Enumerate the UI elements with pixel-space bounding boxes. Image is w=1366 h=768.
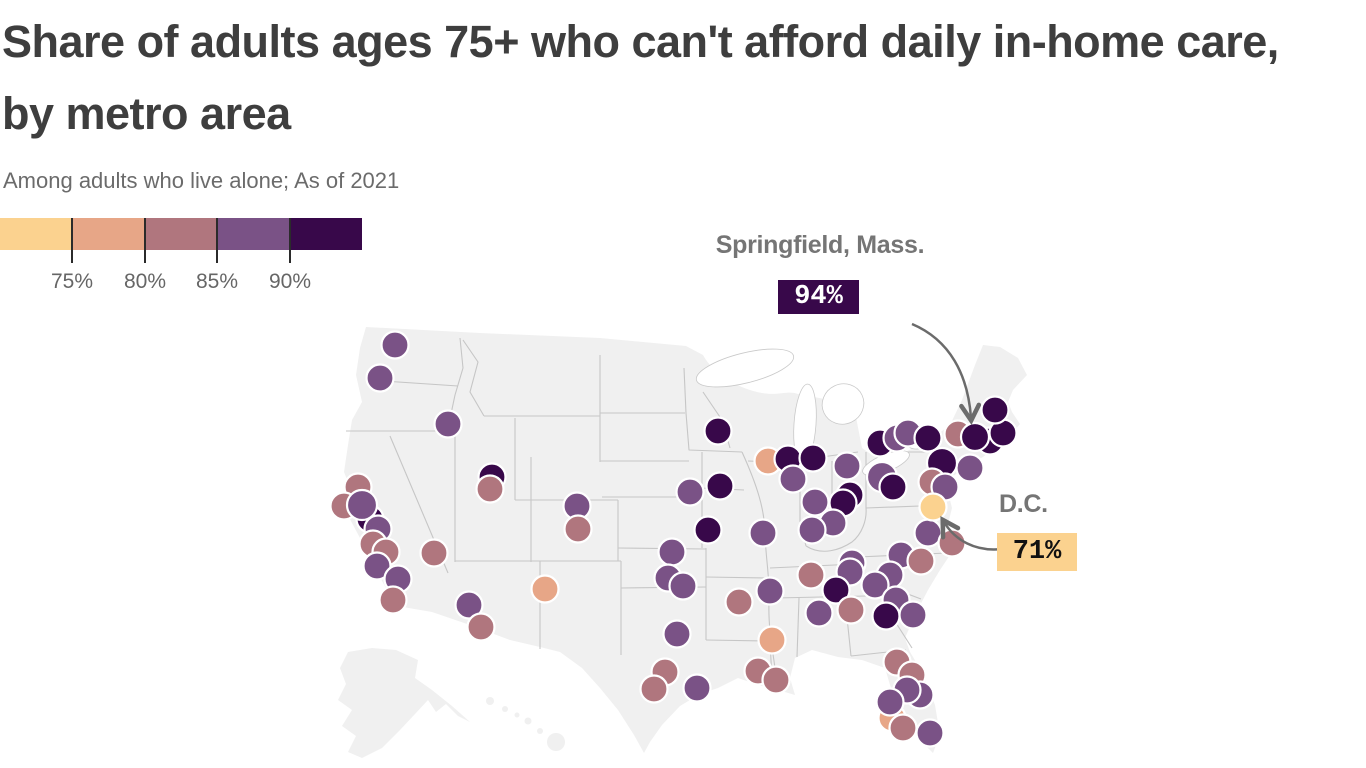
legend-tick-label: 75%	[50, 270, 94, 293]
map-dot[interactable]	[668, 571, 698, 601]
map-dot[interactable]	[959, 421, 991, 453]
map-dot[interactable]	[365, 363, 395, 393]
alaska-shape	[338, 648, 470, 758]
legend-segment-3	[144, 218, 218, 250]
map-dot[interactable]	[913, 423, 943, 453]
map-dot[interactable]	[878, 472, 908, 502]
map-dot[interactable]	[475, 474, 505, 504]
map-dot[interactable]	[530, 574, 560, 604]
chart-title: Share of adults ages 75+ who can't affor…	[2, 16, 1279, 139]
map-dot[interactable]	[955, 453, 985, 483]
metro-dots-layer	[329, 330, 1018, 748]
legend-tick-label: 80%	[123, 270, 167, 293]
map-dot[interactable]	[378, 585, 408, 615]
map-dot[interactable]	[454, 590, 484, 620]
map-dot[interactable]	[906, 546, 936, 576]
map-dot[interactable]	[898, 600, 928, 630]
legend-segment-2	[72, 218, 145, 250]
legend-color-bar	[0, 218, 363, 250]
map-dot[interactable]	[804, 598, 834, 628]
map-dot[interactable]	[761, 665, 791, 695]
map-dot[interactable]	[778, 464, 808, 494]
color-scale-legend: 75% 80% 85% 90%	[0, 218, 363, 308]
legend-tick-label: 85%	[195, 270, 239, 293]
map-dot[interactable]	[748, 518, 778, 548]
map-dot[interactable]	[419, 538, 449, 568]
dc-annotation-label: D.C.	[999, 490, 1048, 518]
map-dot[interactable]	[682, 673, 712, 703]
legend-tick-mark	[144, 218, 146, 263]
springfield-value-badge: 94%	[778, 280, 859, 314]
legend-tick-label: 90%	[268, 270, 312, 293]
map-dot[interactable]	[380, 330, 410, 360]
map-dot[interactable]	[757, 625, 787, 655]
map-dot[interactable]	[821, 575, 851, 605]
map-dot[interactable]	[798, 443, 828, 473]
map-dot[interactable]	[675, 477, 705, 507]
map-dot[interactable]	[755, 576, 785, 606]
map-dot[interactable]	[796, 560, 826, 590]
legend-tick-mark	[216, 218, 218, 263]
map-dot[interactable]	[662, 619, 692, 649]
map-dot[interactable]	[705, 471, 735, 501]
dc-arrow	[940, 516, 1003, 551]
map-dot[interactable]	[693, 515, 723, 545]
map-dot[interactable]	[433, 409, 463, 439]
legend-segment-1	[0, 218, 73, 250]
map-dot[interactable]	[563, 514, 593, 544]
map-dot[interactable]	[860, 570, 890, 600]
map-dot[interactable]	[639, 674, 669, 704]
map-dot[interactable]	[980, 395, 1010, 425]
springfield-annotation-label: Springfield, Mass.	[715, 231, 925, 259]
map-dot[interactable]	[345, 488, 379, 522]
legend-tick-mark	[289, 218, 291, 263]
map-dot[interactable]	[703, 416, 733, 446]
map-dot[interactable]	[871, 601, 901, 631]
legend-segment-4	[217, 218, 290, 250]
map-dot[interactable]	[915, 718, 945, 748]
springfield-arrow	[911, 322, 982, 425]
map-dot[interactable]	[918, 492, 948, 522]
map-dot[interactable]	[797, 515, 827, 545]
map-dot[interactable]	[836, 595, 866, 625]
chart-subtitle: Among adults who live alone; As of 2021	[3, 168, 400, 193]
map-dot[interactable]	[832, 451, 862, 481]
legend-tick-mark	[71, 218, 73, 263]
legend-segment-5	[289, 218, 363, 250]
map-dot[interactable]	[888, 713, 918, 743]
hawaii-shape	[486, 697, 565, 751]
dc-value-badge: 71%	[997, 533, 1077, 571]
map-dot[interactable]	[657, 537, 687, 567]
map-dot[interactable]	[466, 612, 496, 642]
map-dot[interactable]	[875, 687, 905, 717]
map-dot[interactable]	[362, 551, 392, 581]
map-dot[interactable]	[724, 587, 754, 617]
